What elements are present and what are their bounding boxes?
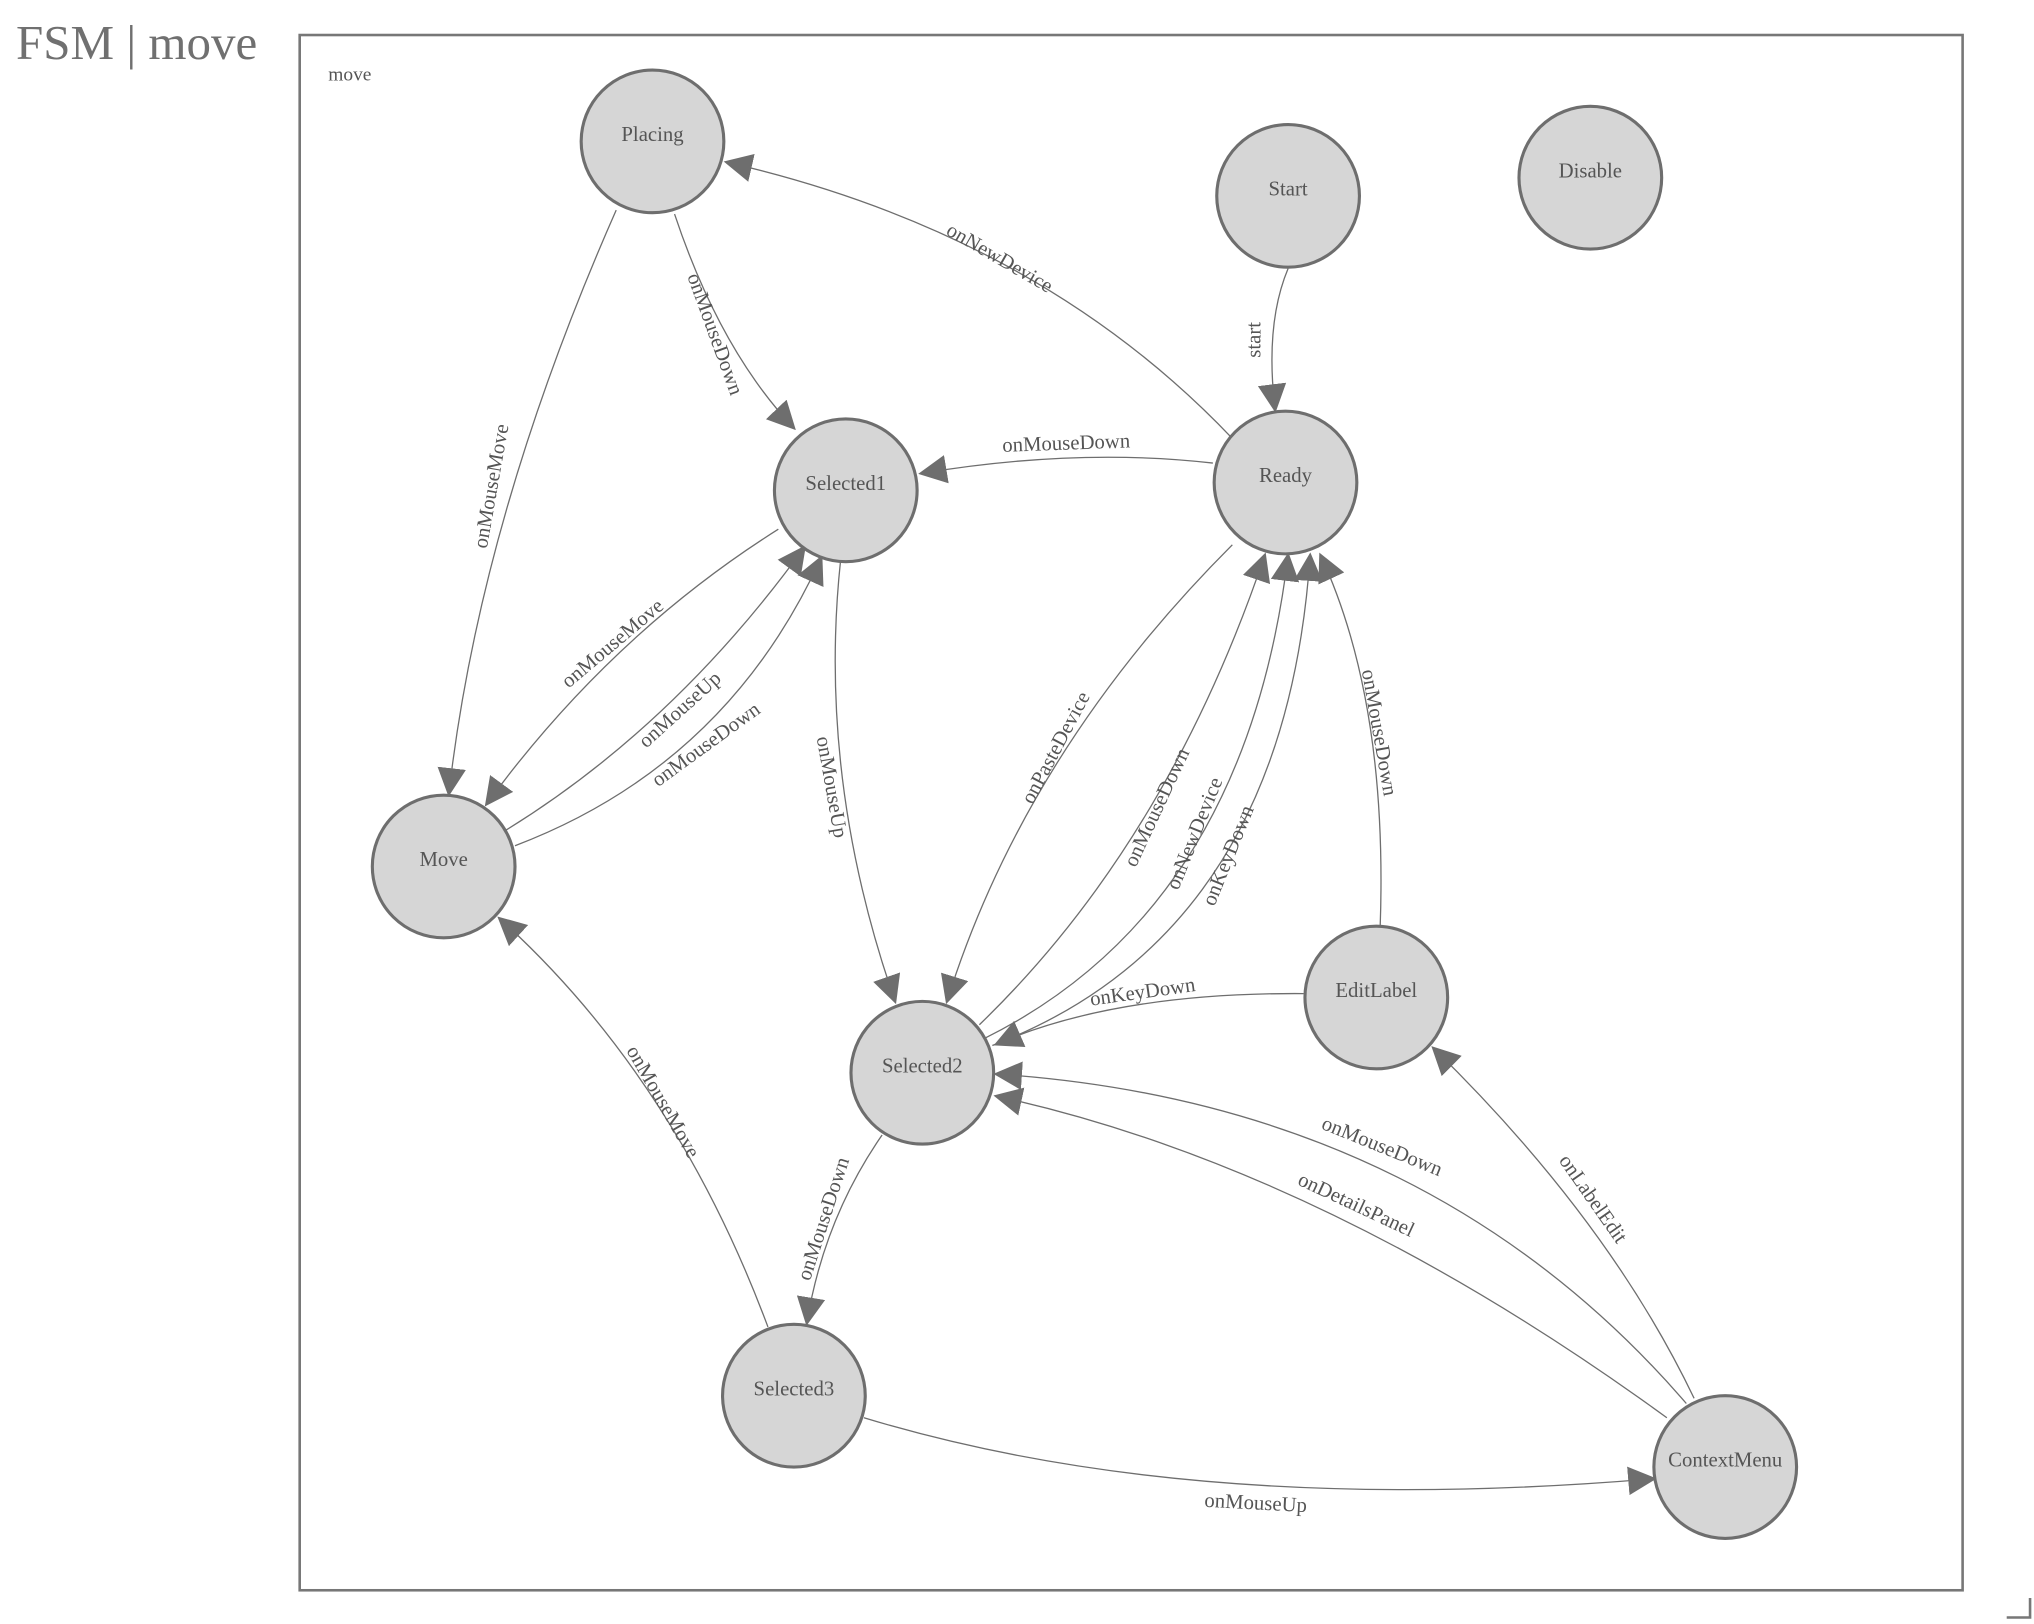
transition-label: onMouseDown	[1319, 1113, 1446, 1182]
transition-arrow	[992, 552, 1323, 1047]
transition-edge: onMouseMove	[497, 916, 769, 1328]
state-label: Disable	[1559, 160, 1622, 182]
state-label: Selected3	[754, 1378, 835, 1400]
state-circle[interactable]	[1517, 104, 1664, 251]
transition-arrow	[1257, 268, 1289, 413]
state-circle[interactable]	[579, 68, 726, 215]
state-circle[interactable]	[849, 999, 996, 1146]
transition-arrow	[985, 552, 1300, 1039]
transition-arrow	[484, 528, 779, 807]
resize-corner-mark	[2006, 1598, 2032, 1619]
state-node-start[interactable]: Start	[1215, 122, 1361, 269]
transition-edge: onMouseDown	[918, 430, 1213, 484]
transition-label: onPasteDevice	[1017, 688, 1094, 807]
transition-edge: onMouseUp	[812, 560, 901, 1005]
page-title: FSM | move	[16, 15, 258, 70]
transition-label: onMouseUp	[1204, 1490, 1308, 1517]
transition-arrow	[497, 916, 769, 1328]
transition-arrow	[514, 555, 824, 847]
state-circle[interactable]	[772, 417, 919, 564]
transition-label: onMouseDown	[794, 1154, 855, 1283]
transition-edge: onNewDevice	[723, 153, 1233, 439]
transition-arrow	[673, 213, 796, 431]
transition-label: start	[1243, 322, 1265, 358]
transition-label: onKeyDown	[1089, 974, 1198, 1011]
transition-arrow	[863, 1417, 1657, 1496]
transition-label: onLabelEdit	[1554, 1151, 1631, 1248]
transition-arrow	[918, 455, 1213, 484]
transition-arrow	[834, 560, 901, 1005]
transition-edge: onPasteDevice	[941, 544, 1233, 1005]
state-machine-frame	[298, 33, 1964, 1592]
frame-label: move	[328, 64, 371, 85]
state-node-move[interactable]: Move	[370, 793, 517, 940]
state-label: Ready	[1259, 465, 1313, 487]
state-label: Placing	[621, 124, 683, 146]
state-label: Move	[419, 849, 467, 871]
transition-arrow	[437, 209, 617, 797]
transition-edge: onMouseDown	[514, 555, 824, 847]
transition-arrow	[978, 552, 1271, 1026]
transition-edge: start	[1243, 268, 1289, 413]
transition-arrow	[796, 1134, 883, 1326]
transition-label: onNewDevice	[943, 219, 1057, 297]
transition-edge: onMouseDown	[794, 1134, 883, 1326]
state-node-contextmenu[interactable]: ContextMenu	[1652, 1394, 1799, 1540]
state-circle[interactable]	[370, 793, 517, 940]
transition-label: onMouseMove	[622, 1042, 704, 1162]
transition-label: onMouseDown	[1002, 430, 1131, 456]
transition-arrow	[993, 992, 1304, 1048]
state-label: EditLabel	[1335, 980, 1417, 1002]
state-node-disable[interactable]: Disable	[1517, 104, 1664, 251]
transition-label: onMouseMove	[558, 595, 668, 693]
transition-label: onMouseDown	[682, 270, 747, 398]
state-label: ContextMenu	[1668, 1450, 1783, 1472]
state-node-selected2[interactable]: Selected2	[849, 999, 996, 1146]
transition-arrow	[505, 545, 806, 831]
state-label: Selected1	[805, 473, 886, 495]
transition-edge: onDetailsPanel	[993, 1087, 1668, 1419]
state-circle[interactable]	[1212, 409, 1359, 556]
transition-arrow	[1318, 552, 1382, 927]
state-circle[interactable]	[1303, 924, 1450, 1071]
transition-arrow	[1431, 1046, 1695, 1399]
state-node-selected3[interactable]: Selected3	[720, 1322, 867, 1469]
state-node-ready[interactable]: Ready	[1212, 409, 1359, 556]
transition-edge: onMouseUp	[863, 1417, 1657, 1517]
transition-edge: onMouseDown	[1318, 552, 1401, 927]
state-label: Start	[1268, 178, 1307, 200]
state-circle[interactable]	[1652, 1394, 1799, 1540]
state-node-editlabel[interactable]: EditLabel	[1303, 924, 1450, 1071]
state-node-placing[interactable]: Placing	[579, 68, 726, 215]
transition-edge: onMouseUp	[505, 545, 806, 831]
transition-edge: onMouseMove	[437, 209, 617, 797]
transition-arrow	[941, 544, 1233, 1005]
transition-arrow	[993, 1061, 1687, 1404]
transition-arrow	[993, 1087, 1668, 1419]
state-circle[interactable]	[720, 1322, 867, 1469]
transition-edge: onMouseMove	[484, 528, 779, 807]
state-circle[interactable]	[1215, 122, 1361, 269]
transition-label: onMouseUp	[812, 735, 851, 840]
state-label: Selected2	[882, 1055, 963, 1077]
transition-edge: onMouseDown	[673, 213, 796, 431]
transition-arrow	[723, 153, 1233, 439]
state-node-selected1[interactable]: Selected1	[772, 417, 919, 564]
transition-label: onMouseDown	[1357, 668, 1401, 798]
transition-edge: onKeyDown	[993, 974, 1304, 1048]
transition-label: onMouseMove	[470, 422, 513, 550]
